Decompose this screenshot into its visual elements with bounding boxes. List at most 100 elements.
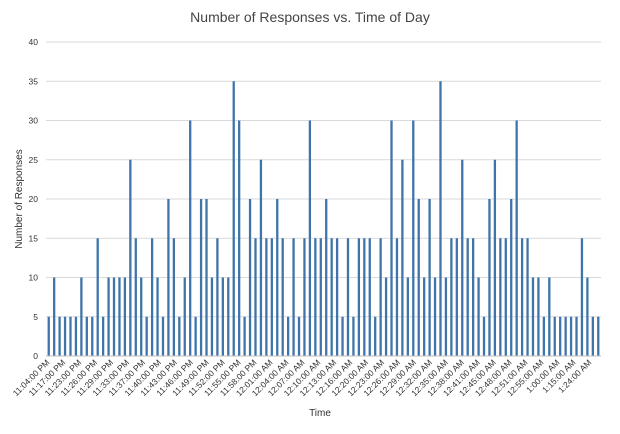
bar [134,238,137,356]
bar [205,199,208,356]
bar [390,120,393,356]
bar [325,199,328,356]
bar [286,316,290,356]
bar [259,159,263,356]
bar [303,238,306,356]
bar [466,238,469,356]
bar [548,277,551,356]
bar [493,159,497,356]
bar [515,120,518,356]
bar [597,316,600,356]
bar [417,199,420,356]
bar [80,277,83,356]
bar [569,316,573,356]
bar [69,316,72,356]
bar [85,316,88,356]
bar [384,277,388,356]
bar [520,238,524,356]
y-tick-label: 20 [29,194,39,204]
bar [455,238,458,356]
bar [281,238,284,356]
bar [156,277,159,356]
y-tick-label: 25 [29,155,39,165]
bar [172,238,176,356]
bar [47,316,50,356]
bar [580,238,584,356]
bar [531,277,535,356]
bar [270,238,273,356]
y-tick-label: 40 [29,37,39,47]
bar [91,316,94,356]
bar [564,316,567,356]
bar [183,277,186,356]
bar [58,316,61,356]
bar [379,238,382,356]
y-tick-label: 35 [29,76,39,86]
bar [428,199,431,356]
bar [504,238,507,356]
bar [319,238,322,356]
bar [167,199,170,356]
bar [395,238,399,356]
y-tick-label: 5 [33,312,38,322]
bar [559,316,562,356]
y-tick-label: 30 [29,116,39,126]
bar [53,277,56,356]
bar [461,159,464,356]
bar [433,277,437,356]
bar [553,316,556,356]
bar [444,277,448,356]
bar [194,316,197,356]
bar [112,277,116,356]
bar [107,277,110,356]
gridlines [46,41,601,318]
bar [178,316,181,356]
bar [450,238,453,356]
bar [406,277,409,356]
bar [254,238,257,356]
bar [341,316,344,356]
bar [488,199,491,356]
bar [96,238,99,356]
y-tick-label: 10 [29,273,39,283]
y-axis-title: Number of Responses [14,149,25,249]
y-tick-label: 15 [29,233,39,243]
bar [335,238,339,356]
bar [330,238,333,356]
bar [401,159,404,356]
bar [248,199,252,356]
bar [101,316,105,356]
bar [352,316,355,356]
bar [221,277,224,356]
bar [238,120,241,356]
y-tick-label: 0 [33,351,38,361]
bar [368,238,371,356]
bar [227,277,230,356]
bar [412,120,415,356]
bar [482,316,486,356]
bar [297,316,301,356]
bar [542,316,546,356]
bar [586,277,589,356]
bar [308,120,312,356]
bar [346,238,350,356]
bar [477,277,480,356]
bar [537,277,540,356]
bar [243,316,246,356]
bar [210,277,214,356]
bar [145,316,148,356]
bar [129,159,132,356]
bar [232,81,235,356]
bar [123,277,127,356]
bar [363,238,366,356]
bar [140,277,143,356]
bar [189,120,192,356]
bar [439,81,442,356]
bar [161,316,165,356]
bar [374,316,377,356]
bar [471,238,475,356]
bar [357,238,361,356]
